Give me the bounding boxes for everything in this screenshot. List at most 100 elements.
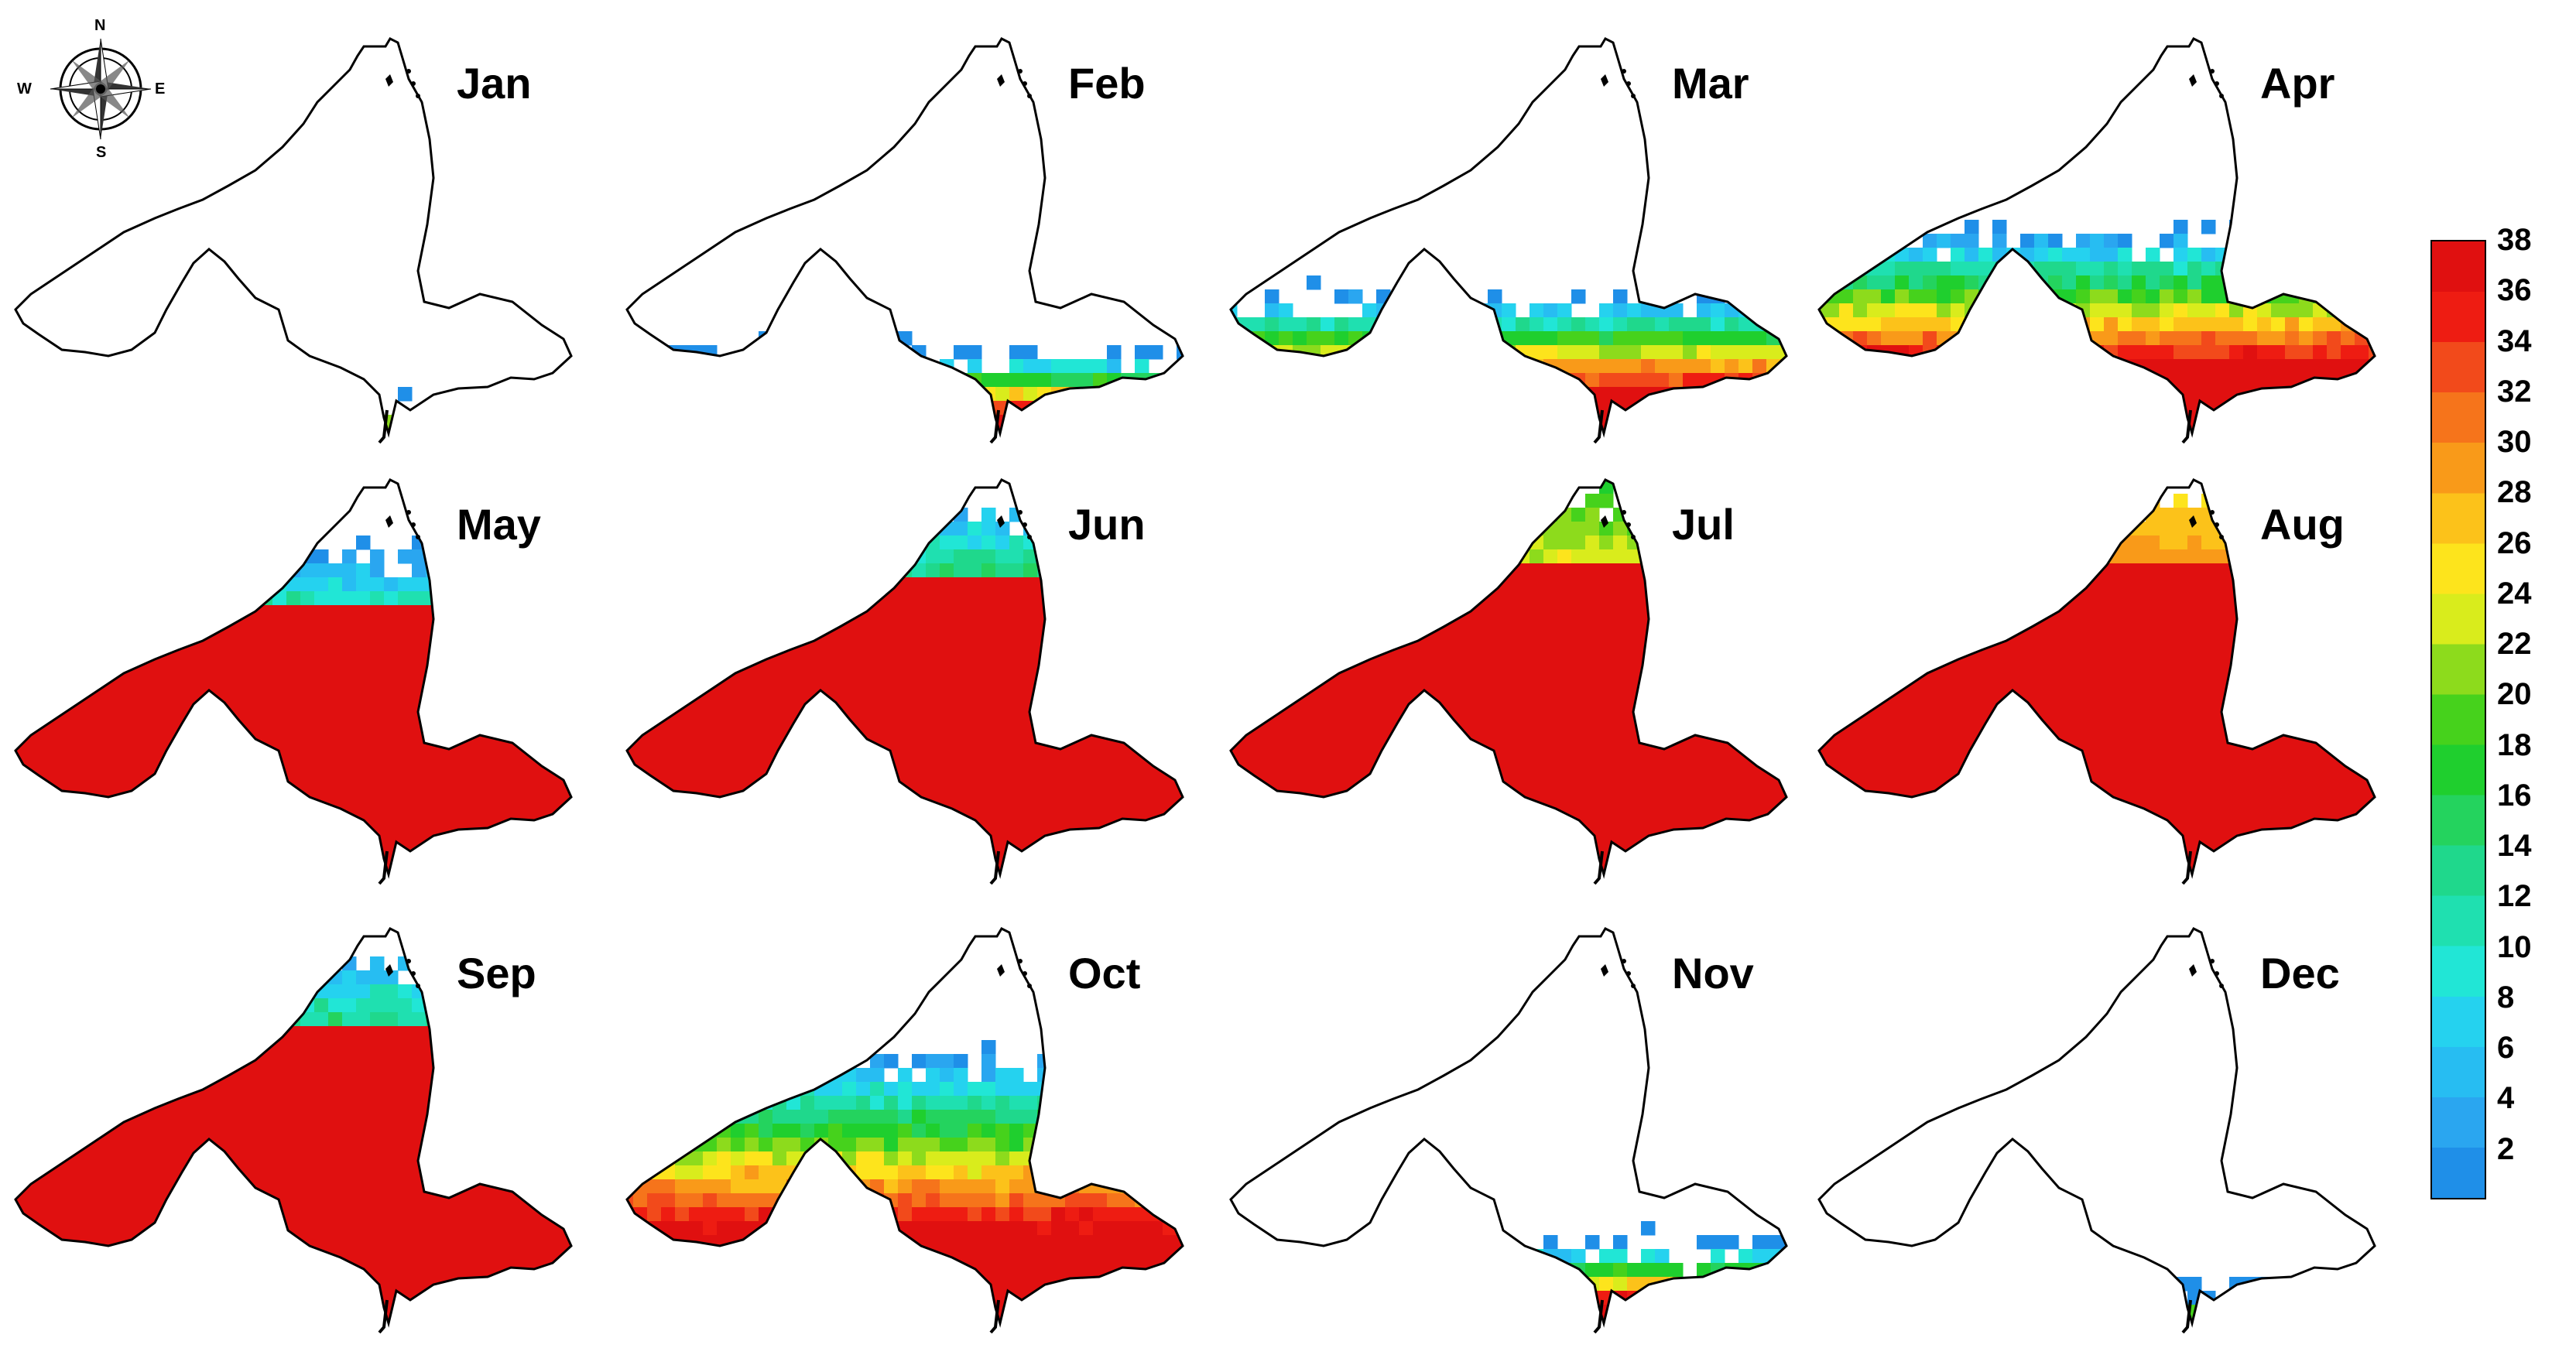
snow-pixel [968,744,982,759]
snow-pixel [1697,605,1711,620]
snow-pixel [1641,359,1656,374]
snow-pixel [1965,577,1979,592]
snow-pixel [1307,331,1321,346]
snow-pixel [1839,262,1854,276]
snow-pixel [1009,856,1024,871]
snow-pixel [1279,689,1293,703]
snow-pixel [1460,331,1475,346]
snow-pixel [2313,401,2328,416]
snow-pixel [217,772,231,787]
snow-pixel [509,786,524,801]
snow-pixel [800,415,815,429]
snow-pixel [2257,248,2272,262]
snow-pixel [2341,429,2355,433]
snow-pixel [1107,605,1122,620]
snow-pixel [1135,647,1149,662]
snow-pixel [1711,786,1725,801]
snow-pixel [2146,401,2160,416]
snow-pixel [1557,675,1572,689]
snow-pixel [1023,786,1038,801]
snow-pixel [1460,577,1475,592]
snow-pixel [717,605,731,620]
snow-pixel [1190,689,1205,703]
snow-pixel [1488,619,1502,634]
snow-pixel [1738,870,1753,874]
snow-pixel [1460,387,1475,402]
snow-pixel [856,703,871,717]
snow-pixel [2062,508,2077,522]
snow-pixel [2285,373,2300,388]
snow-pixel [1348,828,1363,843]
snow-pixel [1627,387,1642,402]
snow-pixel [2118,549,2132,564]
snow-pixel [1321,647,1335,662]
snow-pixel [1321,842,1335,857]
snow-pixel [2369,429,2375,433]
snow-pixel [1321,786,1335,801]
snow-pixel [1543,772,1558,787]
snow-pixel [2341,401,2355,416]
snow-pixel [1460,563,1475,578]
snow-pixel [1895,522,1910,536]
snow-pixel [2229,577,2244,592]
snow-pixel [1293,661,1307,676]
snow-pixel [1135,387,1149,402]
snow-pixel [1404,647,1419,662]
snow-pixel [2187,387,2202,402]
snow-pixel [1037,373,1052,388]
snow-pixel [1279,744,1293,759]
snow-pixel [1321,758,1335,773]
snow-pixel [912,577,927,592]
snow-pixel [1404,842,1419,857]
snow-pixel [2020,549,2035,564]
snow-pixel [231,828,245,843]
snow-pixel [1530,661,1544,676]
snow-pixel [675,549,690,564]
snow-pixel [912,508,927,522]
snow-pixel [2174,522,2188,536]
snow-pixel [1923,563,1937,578]
snow-pixel [1516,508,1530,522]
snow-pixel [814,373,829,388]
snow-pixel [440,675,454,689]
snow-pixel [1965,563,1979,578]
snow-pixel [1334,387,1349,402]
snow-pixel [1669,856,1684,871]
snow-pixel [1149,415,1163,429]
snow-pixel [772,772,787,787]
snow-pixel [161,591,176,606]
snow-pixel [1231,577,1238,592]
snow-pixel [898,577,913,592]
snow-pixel [1334,717,1349,731]
snow-pixel [1135,870,1149,874]
snow-pixel [1530,563,1544,578]
snow-pixel [495,605,510,620]
snow-pixel [370,717,385,731]
snow-pixel [1149,828,1163,843]
snow-pixel [1655,800,1670,815]
snow-pixel [412,828,426,843]
snow-pixel [1599,703,1614,717]
snow-pixel [1321,744,1335,759]
snow-pixel [2146,415,2160,429]
snow-pixel [1978,359,1993,374]
boundary-dot [1018,510,1023,515]
snow-pixel [1163,373,1177,388]
snow-pixel [1334,758,1349,773]
snow-pixel [995,373,1010,388]
snow-pixel [105,429,120,433]
snow-pixel [898,689,913,703]
snow-pixel [1669,689,1684,703]
snow-pixel [119,549,134,564]
snow-pixel [398,619,413,634]
snow-pixel [370,689,385,703]
snow-pixel [2062,262,2077,276]
snow-pixel [342,772,357,787]
snow-pixel [1237,647,1252,662]
snow-pixel [1867,522,1882,536]
snow-pixel [1825,303,1840,318]
snow-pixel [1543,689,1558,703]
snow-pixel [398,591,413,606]
snow-pixel [50,744,64,759]
snow-pixel [745,522,759,536]
